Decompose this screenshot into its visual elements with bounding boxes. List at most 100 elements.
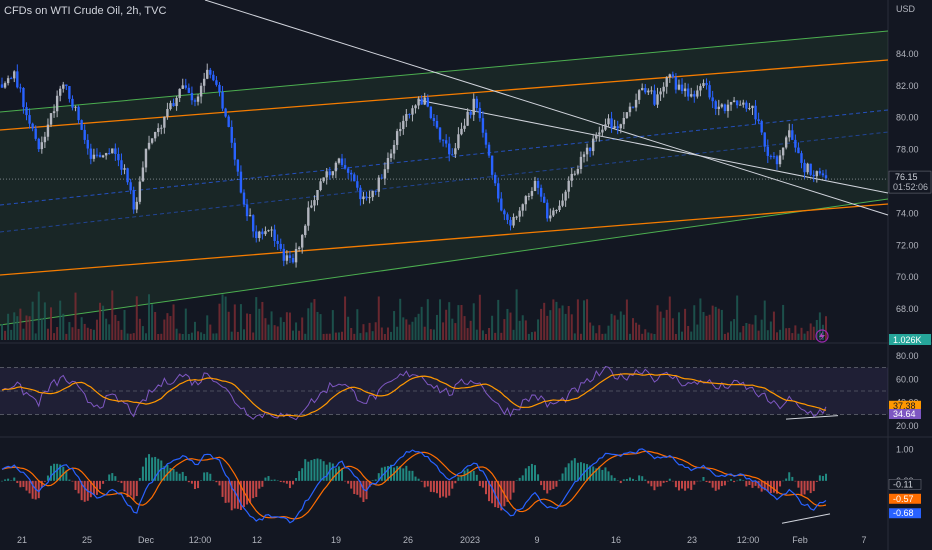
- volume-bar: [108, 324, 111, 340]
- macd-hist-bar: [589, 465, 592, 481]
- macd-hist-bar: [616, 480, 619, 481]
- candle-body: [126, 168, 129, 183]
- volume-bar: [399, 298, 402, 340]
- macd-hist-bar: [402, 468, 405, 481]
- volume-bar: [576, 299, 579, 340]
- volume-bar: [641, 333, 644, 340]
- macd-hist-bar: [454, 480, 457, 484]
- volume-bar: [632, 318, 635, 340]
- volume-bar: [644, 329, 647, 340]
- macd-hist-bar: [184, 476, 187, 481]
- volume-bar: [218, 303, 221, 340]
- macd-hist-bar: [821, 475, 824, 481]
- volume-bar: [99, 302, 102, 340]
- candle-body: [690, 94, 693, 97]
- macd-hist-bar: [641, 476, 644, 481]
- volume-label: 1.026K: [893, 335, 922, 345]
- candle-body: [438, 127, 442, 140]
- macd-hist-bar: [209, 473, 212, 481]
- volume-bar: [393, 311, 396, 340]
- candle-body: [472, 98, 475, 115]
- candle-body: [641, 88, 644, 91]
- macd-hist-bar: [610, 475, 613, 481]
- volume-bar: [267, 324, 270, 340]
- volume-bar: [586, 299, 589, 340]
- candle-body: [414, 105, 417, 109]
- macd-hist-bar: [656, 480, 659, 487]
- volume-bar: [43, 302, 46, 340]
- candle-body: [74, 106, 77, 108]
- volume-bar: [359, 333, 362, 340]
- candle-body: [778, 155, 782, 165]
- volume-bar: [200, 332, 203, 340]
- volume-bar: [10, 329, 13, 340]
- macd-hist-bar: [806, 480, 809, 491]
- candle-body: [806, 163, 809, 173]
- volume-bar: [111, 290, 114, 340]
- macd-hist-bar: [71, 480, 74, 482]
- candle-body: [68, 86, 71, 99]
- macd-hist-bar: [619, 480, 622, 484]
- candle-body: [735, 100, 739, 106]
- volume-bar: [22, 328, 25, 340]
- macd-hist-bar: [4, 479, 7, 481]
- macd-hist-bar: [668, 478, 671, 481]
- macd-tick-label: 1.00: [896, 444, 914, 454]
- volume-bar: [215, 333, 218, 340]
- macd-hist-bar: [270, 479, 273, 481]
- macd-hist-bar: [83, 480, 86, 502]
- macd-hist-bar: [488, 480, 491, 502]
- volume-bar: [62, 313, 65, 340]
- price-tick-label: 68.00: [896, 304, 919, 314]
- candle-body: [622, 118, 626, 125]
- macd-hist-bar: [775, 480, 778, 494]
- volume-bar: [769, 321, 772, 340]
- volume-bar: [37, 291, 40, 340]
- macd-hist-bar: [671, 480, 674, 482]
- candle-body: [763, 132, 766, 147]
- volume-bar: [252, 332, 255, 340]
- macd-hist-bar: [200, 480, 203, 481]
- candle-body: [824, 175, 828, 179]
- macd-hist-bar: [481, 480, 484, 488]
- macd-hist-bar: [276, 480, 279, 481]
- candle-body: [420, 98, 423, 105]
- candle-body: [389, 153, 393, 159]
- macd-hist-bar: [22, 480, 25, 487]
- macd-hist-bar: [604, 467, 607, 481]
- candle-body: [135, 201, 138, 210]
- volume-bar: [301, 317, 304, 340]
- candle-body: [809, 163, 812, 175]
- signal-value: -0.68: [893, 508, 914, 518]
- volume-bar: [763, 300, 766, 340]
- candle-body: [157, 128, 160, 132]
- macd-hist-bar: [331, 463, 334, 481]
- macd-hist-bar: [236, 480, 239, 509]
- macd-hist-bar: [598, 466, 601, 481]
- macd-hist-bar: [423, 480, 426, 488]
- candle-body: [37, 138, 40, 150]
- volume-bar: [230, 331, 233, 340]
- candle-body: [757, 119, 760, 122]
- candle-body: [579, 156, 583, 169]
- volume-bar: [169, 316, 172, 340]
- time-tick-label: 19: [331, 535, 341, 545]
- volume-bar: [126, 333, 129, 340]
- candle-body: [760, 121, 763, 133]
- macd-hist-bar: [411, 470, 414, 481]
- macd-hist-bar: [478, 480, 481, 487]
- volume-bar: [481, 330, 484, 340]
- volume-bar: [506, 308, 509, 340]
- candle-body: [539, 187, 543, 197]
- price-tick-label: 84.00: [896, 49, 919, 59]
- volume-bar: [809, 323, 812, 340]
- candle-body: [34, 128, 37, 139]
- volume-bar: [138, 318, 141, 340]
- volume-bar: [757, 330, 760, 340]
- macd-hist-bar: [135, 480, 138, 497]
- volume-bar: [815, 319, 818, 340]
- candle-body: [481, 118, 485, 133]
- macd-hist-bar: [377, 473, 380, 481]
- volume-bar: [702, 312, 705, 340]
